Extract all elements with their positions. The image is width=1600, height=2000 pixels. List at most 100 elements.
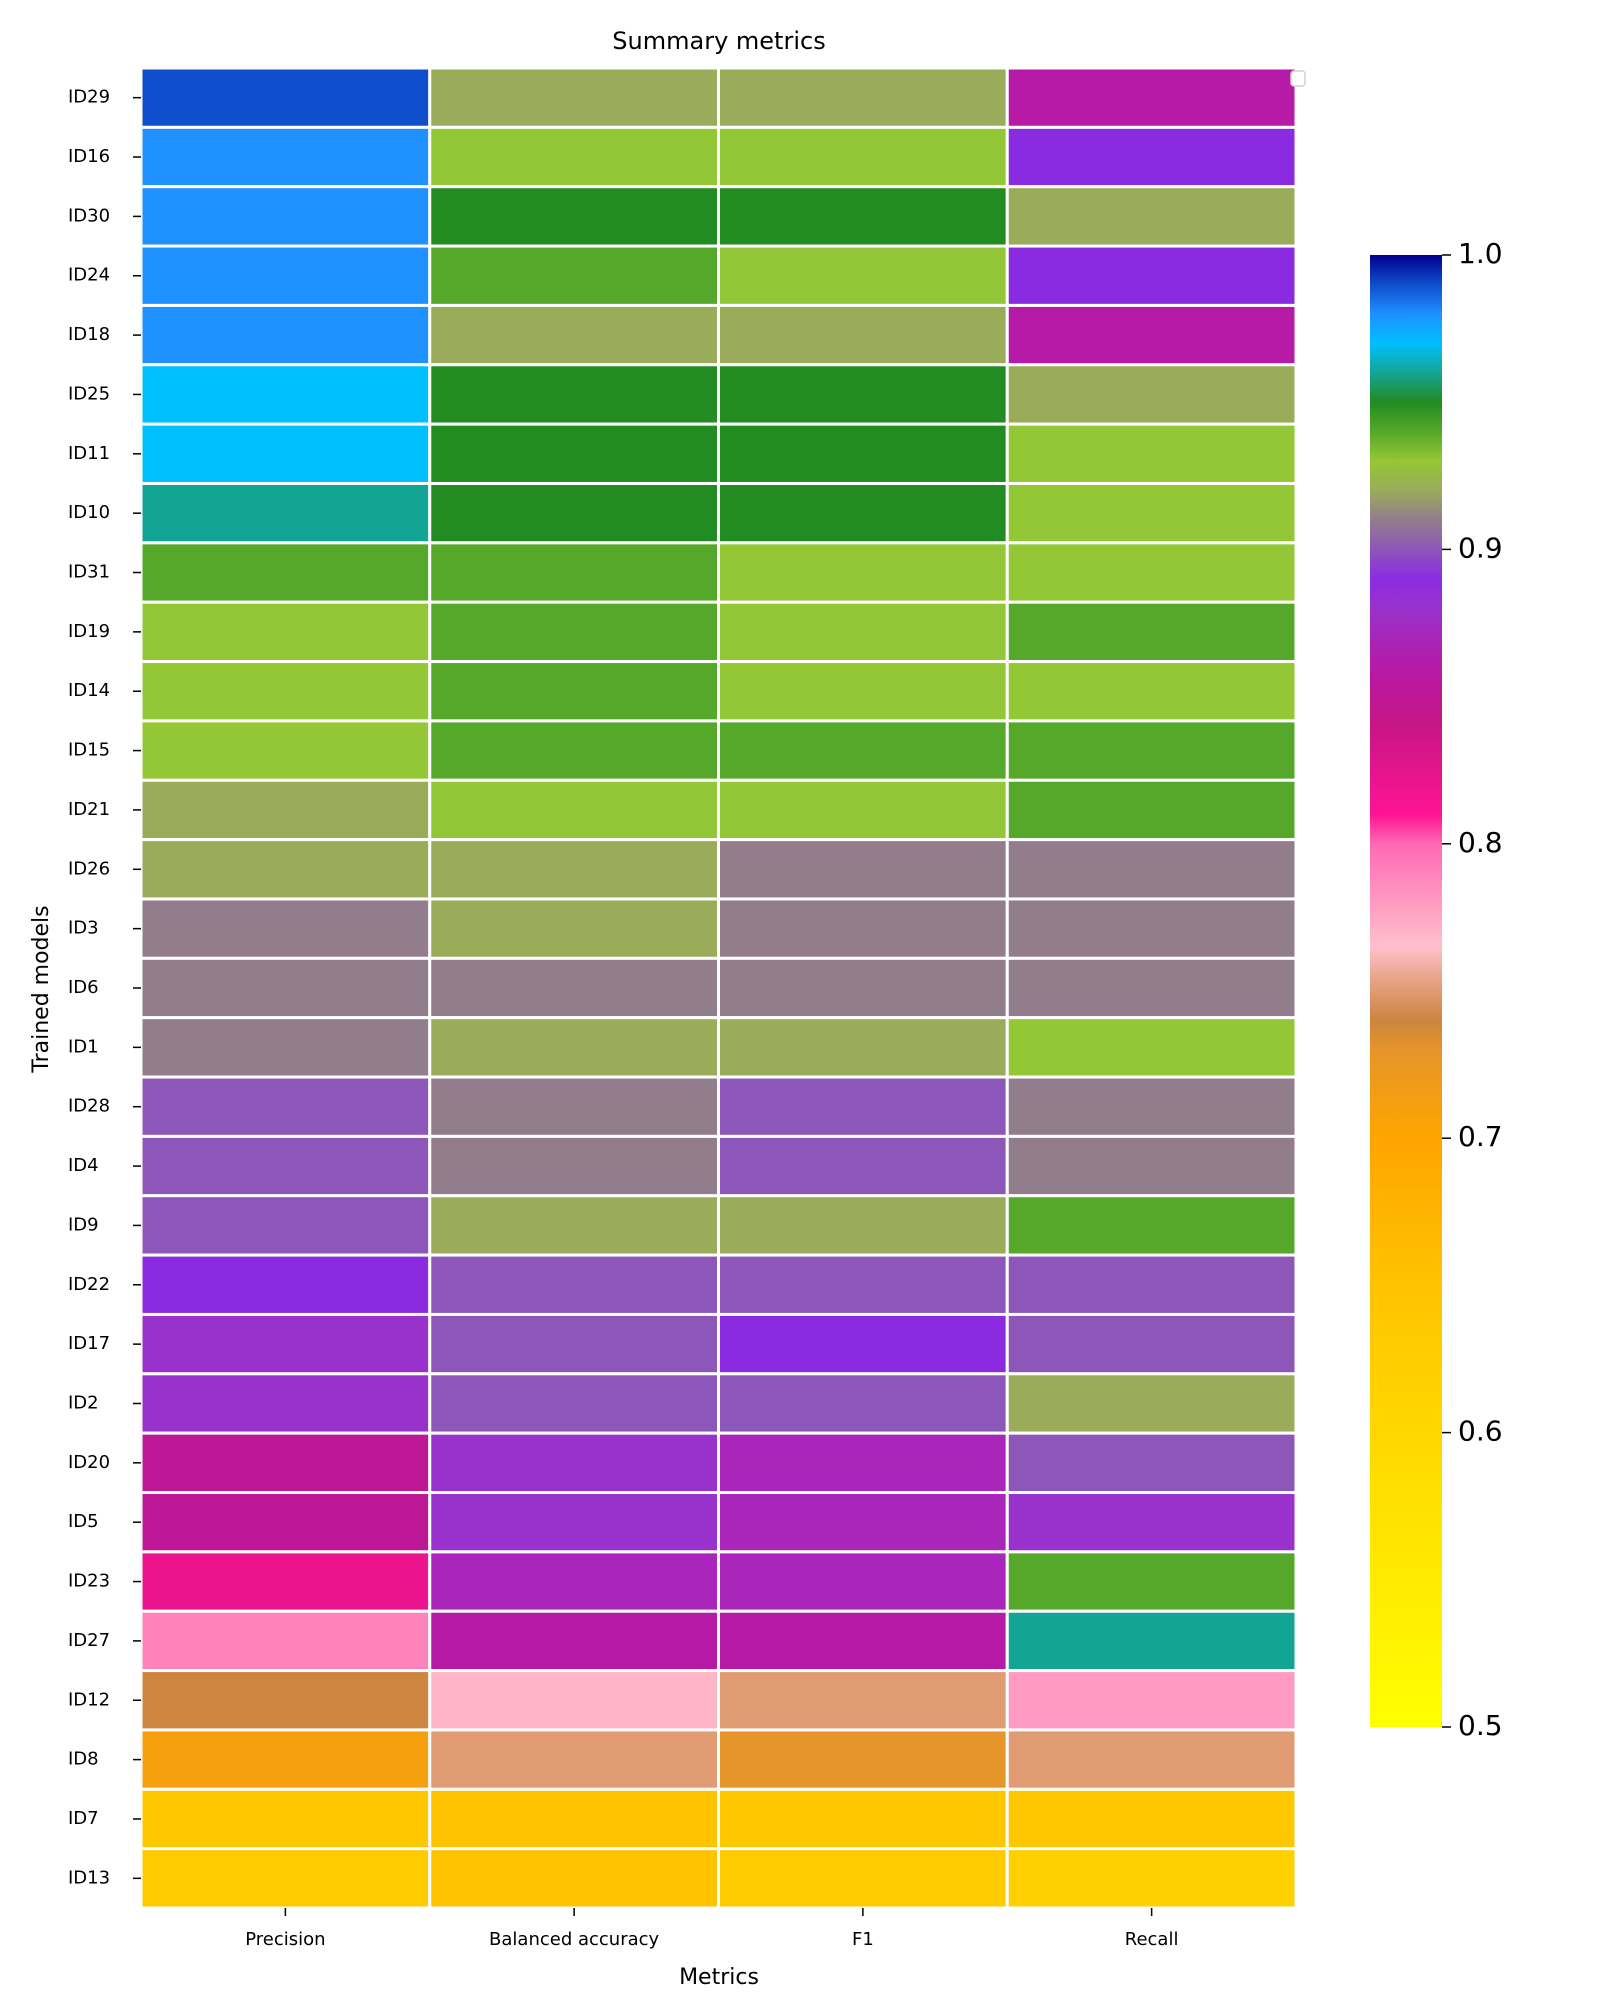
heatmap-cell xyxy=(717,1372,1009,1435)
heatmap-cell xyxy=(139,1787,432,1851)
heatmap-cell xyxy=(717,1016,1009,1079)
heatmap-cell xyxy=(1005,897,1298,960)
heatmap-cell xyxy=(1005,244,1298,307)
colorbar-tick-label: 0.5 xyxy=(1458,1709,1503,1742)
heatmap-cell xyxy=(717,481,1009,545)
y-tick-label: ID20 xyxy=(68,1452,110,1473)
heatmap-cell xyxy=(1005,1728,1298,1791)
heatmap-cell xyxy=(1005,125,1298,189)
heatmap-cell xyxy=(717,838,1009,901)
heatmap-cell xyxy=(139,66,432,129)
heatmap-cell xyxy=(428,125,720,189)
heatmap-cell xyxy=(428,1847,720,1910)
heatmap-cell xyxy=(428,1253,720,1316)
heatmap-cell xyxy=(139,1728,432,1791)
y-tick-label: ID14 xyxy=(68,680,110,701)
heatmap-cell xyxy=(428,1194,720,1257)
heatmap-cell xyxy=(428,600,720,664)
y-tick-label: ID10 xyxy=(68,502,110,523)
heatmap-cell xyxy=(717,660,1009,723)
heatmap-cell xyxy=(139,600,432,664)
y-tick-label: ID17 xyxy=(68,1333,110,1354)
heatmap-cell xyxy=(139,1669,432,1732)
heatmap-cell xyxy=(139,1431,432,1495)
y-tick-label: ID30 xyxy=(68,205,110,226)
heatmap-cell xyxy=(1005,1491,1298,1554)
heatmap-cell xyxy=(428,1134,720,1198)
y-tick-label: ID18 xyxy=(68,324,110,345)
heatmap-cell xyxy=(1005,1253,1298,1316)
heatmap-cell xyxy=(428,956,720,1020)
heatmap-cell xyxy=(1005,956,1298,1020)
heatmap-cell xyxy=(1005,1134,1298,1198)
heatmap-cell xyxy=(428,897,720,960)
heatmap-cell xyxy=(428,185,720,248)
colorbar-tick-label: 0.6 xyxy=(1458,1415,1503,1448)
heatmap-cell xyxy=(428,422,720,485)
heatmap-cell xyxy=(428,1728,720,1791)
y-tick-label: ID3 xyxy=(68,918,99,939)
heatmap-cell xyxy=(139,1609,432,1673)
heatmap-cell xyxy=(139,1075,432,1138)
y-tick-label: ID22 xyxy=(68,1274,110,1295)
heatmap-cell xyxy=(1005,1431,1298,1495)
heatmap-cell xyxy=(1005,1016,1298,1079)
heatmap-cell xyxy=(139,185,432,248)
heatmap-cell xyxy=(139,956,432,1020)
heatmap-cell xyxy=(428,363,720,426)
heatmap-cell xyxy=(1005,838,1298,901)
heatmap-cell xyxy=(139,541,432,604)
heatmap-cells xyxy=(139,66,1298,1910)
heatmap-cell xyxy=(428,1431,720,1495)
y-tick-label: ID28 xyxy=(68,1096,110,1117)
colorbar-tick-label: 0.7 xyxy=(1458,1120,1503,1153)
heatmap-cell xyxy=(717,66,1009,129)
y-tick-label: ID31 xyxy=(68,562,110,583)
heatmap-cell xyxy=(1005,1787,1298,1851)
heatmap-cell xyxy=(1005,185,1298,248)
heatmap-cell xyxy=(139,838,432,901)
heatmap-cell xyxy=(139,1491,432,1554)
x-axis-label: Metrics xyxy=(679,1965,759,1990)
heatmap-cell xyxy=(428,66,720,129)
x-tick-label: Recall xyxy=(1125,1929,1179,1950)
heatmap-cell xyxy=(428,541,720,604)
y-tick-label: ID9 xyxy=(68,1214,99,1235)
heatmap-cell xyxy=(717,1253,1009,1316)
heatmap-cell xyxy=(717,185,1009,248)
heatmap-cell xyxy=(1005,1669,1298,1732)
heatmap-cell xyxy=(428,1075,720,1138)
heatmap-cell xyxy=(1005,1312,1298,1376)
heatmap-cell xyxy=(717,1728,1009,1791)
heatmap-cell xyxy=(139,1312,432,1376)
heatmap-cell xyxy=(717,1491,1009,1554)
heatmap-cell xyxy=(139,778,432,842)
heatmap-cell xyxy=(139,422,432,485)
y-tick-labels: ID29 ID16 ID30 ID24 ID18 ID25 ID11 ID10 ID31 ID19… xyxy=(68,87,141,1888)
heatmap-cell xyxy=(139,660,432,723)
y-tick-label: ID13 xyxy=(68,1867,110,1888)
heatmap-cell xyxy=(717,303,1009,367)
heatmap-cell xyxy=(428,1669,720,1732)
x-tick-label: Balanced accuracy xyxy=(489,1929,659,1950)
y-tick-label: ID19 xyxy=(68,621,110,642)
heatmap-cell xyxy=(717,541,1009,604)
heatmap-cell xyxy=(1005,422,1298,485)
heatmap-cell xyxy=(717,1550,1009,1613)
heatmap-cell xyxy=(717,897,1009,960)
heatmap-cell xyxy=(139,1372,432,1435)
legend-box xyxy=(1290,70,1306,87)
x-tick-label: Precision xyxy=(245,1929,325,1950)
heatmap-cell xyxy=(717,1194,1009,1257)
heatmap-cell xyxy=(1005,1194,1298,1257)
y-tick-label: ID4 xyxy=(68,1155,99,1176)
heatmap-cell xyxy=(717,1787,1009,1851)
heatmap-cell xyxy=(139,125,432,189)
heatmap-cell xyxy=(717,600,1009,664)
heatmap-cell xyxy=(1005,1847,1298,1910)
heatmap-cell xyxy=(1005,541,1298,604)
y-tick-label: ID21 xyxy=(68,799,110,820)
y-tick-label: ID15 xyxy=(68,740,110,761)
heatmap-cell xyxy=(717,125,1009,189)
